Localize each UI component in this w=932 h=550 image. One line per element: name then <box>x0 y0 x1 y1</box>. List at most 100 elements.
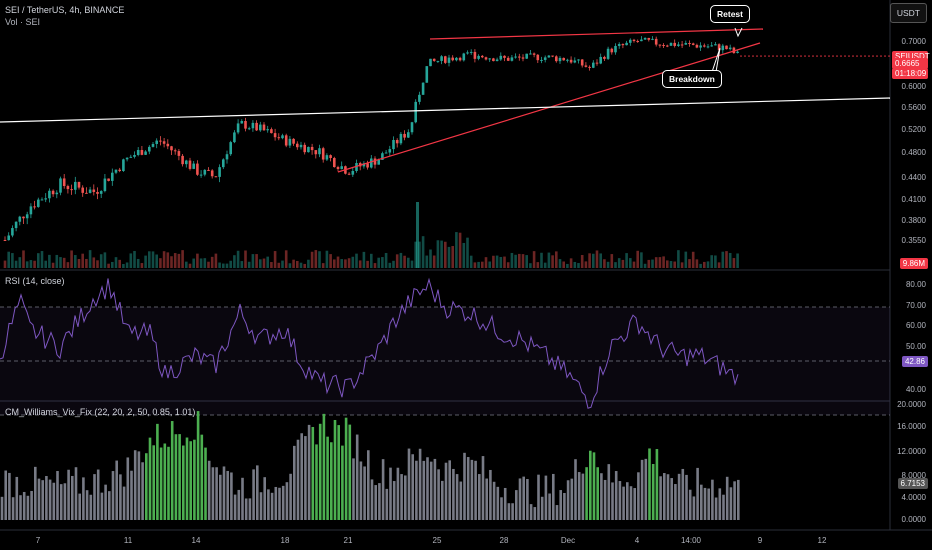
volume-bar <box>495 255 499 268</box>
volume-bar <box>717 262 721 268</box>
vix-bar <box>8 472 11 520</box>
candle-body <box>240 120 244 124</box>
candle-body <box>481 55 484 58</box>
volume-bar <box>691 251 695 268</box>
candle-body <box>566 59 569 61</box>
volume-bar <box>492 255 495 268</box>
volume-bar <box>277 262 281 268</box>
x-tick: 11 <box>123 536 133 545</box>
rsi-tick: 50.00 <box>905 342 926 351</box>
volume-bar <box>251 254 255 268</box>
vix-bar <box>407 448 411 520</box>
vix-bar <box>148 437 152 520</box>
vix-tick: 8.0000 <box>901 471 926 480</box>
vix-bar <box>252 469 255 520</box>
candle-body <box>392 139 395 150</box>
volume-bar <box>148 251 151 268</box>
volume-bar <box>240 261 244 268</box>
candle-body <box>203 169 207 175</box>
candle-body <box>558 57 562 62</box>
candle-body <box>148 146 151 152</box>
candle-body <box>377 159 380 165</box>
volume-bar <box>11 253 14 268</box>
x-tick: 9 <box>757 536 763 545</box>
candle-body <box>691 43 695 45</box>
vix-tick: 0.0000 <box>901 515 926 524</box>
volume-bar <box>580 255 584 268</box>
candle-body <box>577 59 580 61</box>
vix-bar <box>133 450 137 520</box>
candle-body <box>547 55 551 58</box>
candle-body <box>185 160 188 165</box>
vix-bar <box>270 492 274 520</box>
vix-bar <box>211 467 215 520</box>
candle-body <box>162 141 166 144</box>
vix-bar <box>230 472 233 520</box>
vix-bar <box>389 467 392 520</box>
volume-bar <box>569 258 573 268</box>
vix-bar <box>196 411 200 520</box>
volume-bar <box>299 262 303 268</box>
volume-bar <box>455 232 458 268</box>
vix-bar <box>441 480 444 520</box>
currency-button[interactable]: USDT <box>889 3 927 23</box>
vix-bar <box>607 464 611 520</box>
vix-bar <box>170 421 174 520</box>
candle-body <box>192 163 195 169</box>
candle-body <box>225 154 229 160</box>
vix-bar <box>503 487 507 520</box>
candle-body <box>336 167 340 170</box>
volume-bar <box>162 251 166 268</box>
candle-body <box>259 124 262 131</box>
candle-body <box>333 158 336 168</box>
candle-body <box>33 206 36 208</box>
vix-bar <box>722 494 725 520</box>
candle-body <box>499 55 503 60</box>
vix-bar <box>293 445 296 520</box>
vix-bar <box>307 424 311 520</box>
volume-bar <box>703 261 706 268</box>
volume-bar <box>421 236 425 268</box>
candle-body <box>81 187 84 193</box>
vix-bar <box>304 436 307 520</box>
candle-body <box>588 66 591 68</box>
volume-bar <box>436 240 440 268</box>
volume-bar <box>514 254 517 268</box>
candle-body <box>262 124 266 131</box>
vix-bar <box>189 441 192 520</box>
vix-bar <box>470 459 474 520</box>
vix-bar <box>455 474 459 520</box>
volume-bar <box>18 257 22 268</box>
candle-body <box>136 150 140 155</box>
volume-bar <box>606 261 610 268</box>
volume-bar <box>444 241 447 268</box>
vix-bar <box>248 498 252 520</box>
vix-bar <box>167 446 170 520</box>
volume-bar <box>59 257 62 268</box>
volume-bar <box>588 253 591 268</box>
volume-bar <box>688 259 691 268</box>
volume-bar <box>29 260 33 268</box>
vix-bar <box>703 487 707 520</box>
vix-bar <box>352 458 355 520</box>
candle-body <box>273 133 277 138</box>
vix-bar <box>56 471 59 520</box>
candle-body <box>366 163 369 168</box>
volume-bar <box>314 250 318 268</box>
volume-bar <box>699 263 702 268</box>
vix-bar <box>163 443 167 520</box>
candle-body <box>699 45 702 48</box>
candle-body <box>703 45 706 47</box>
vix-bar <box>263 477 266 520</box>
candle-body <box>736 51 739 54</box>
vix-bar <box>315 444 318 520</box>
vix-bar <box>489 469 492 520</box>
candle-body <box>488 58 491 60</box>
vix-bar <box>522 476 525 520</box>
candle-body <box>477 55 480 59</box>
candle-body <box>573 60 577 63</box>
candle-body <box>307 146 310 153</box>
volume-bar <box>292 259 295 268</box>
vix-bar <box>0 496 4 520</box>
